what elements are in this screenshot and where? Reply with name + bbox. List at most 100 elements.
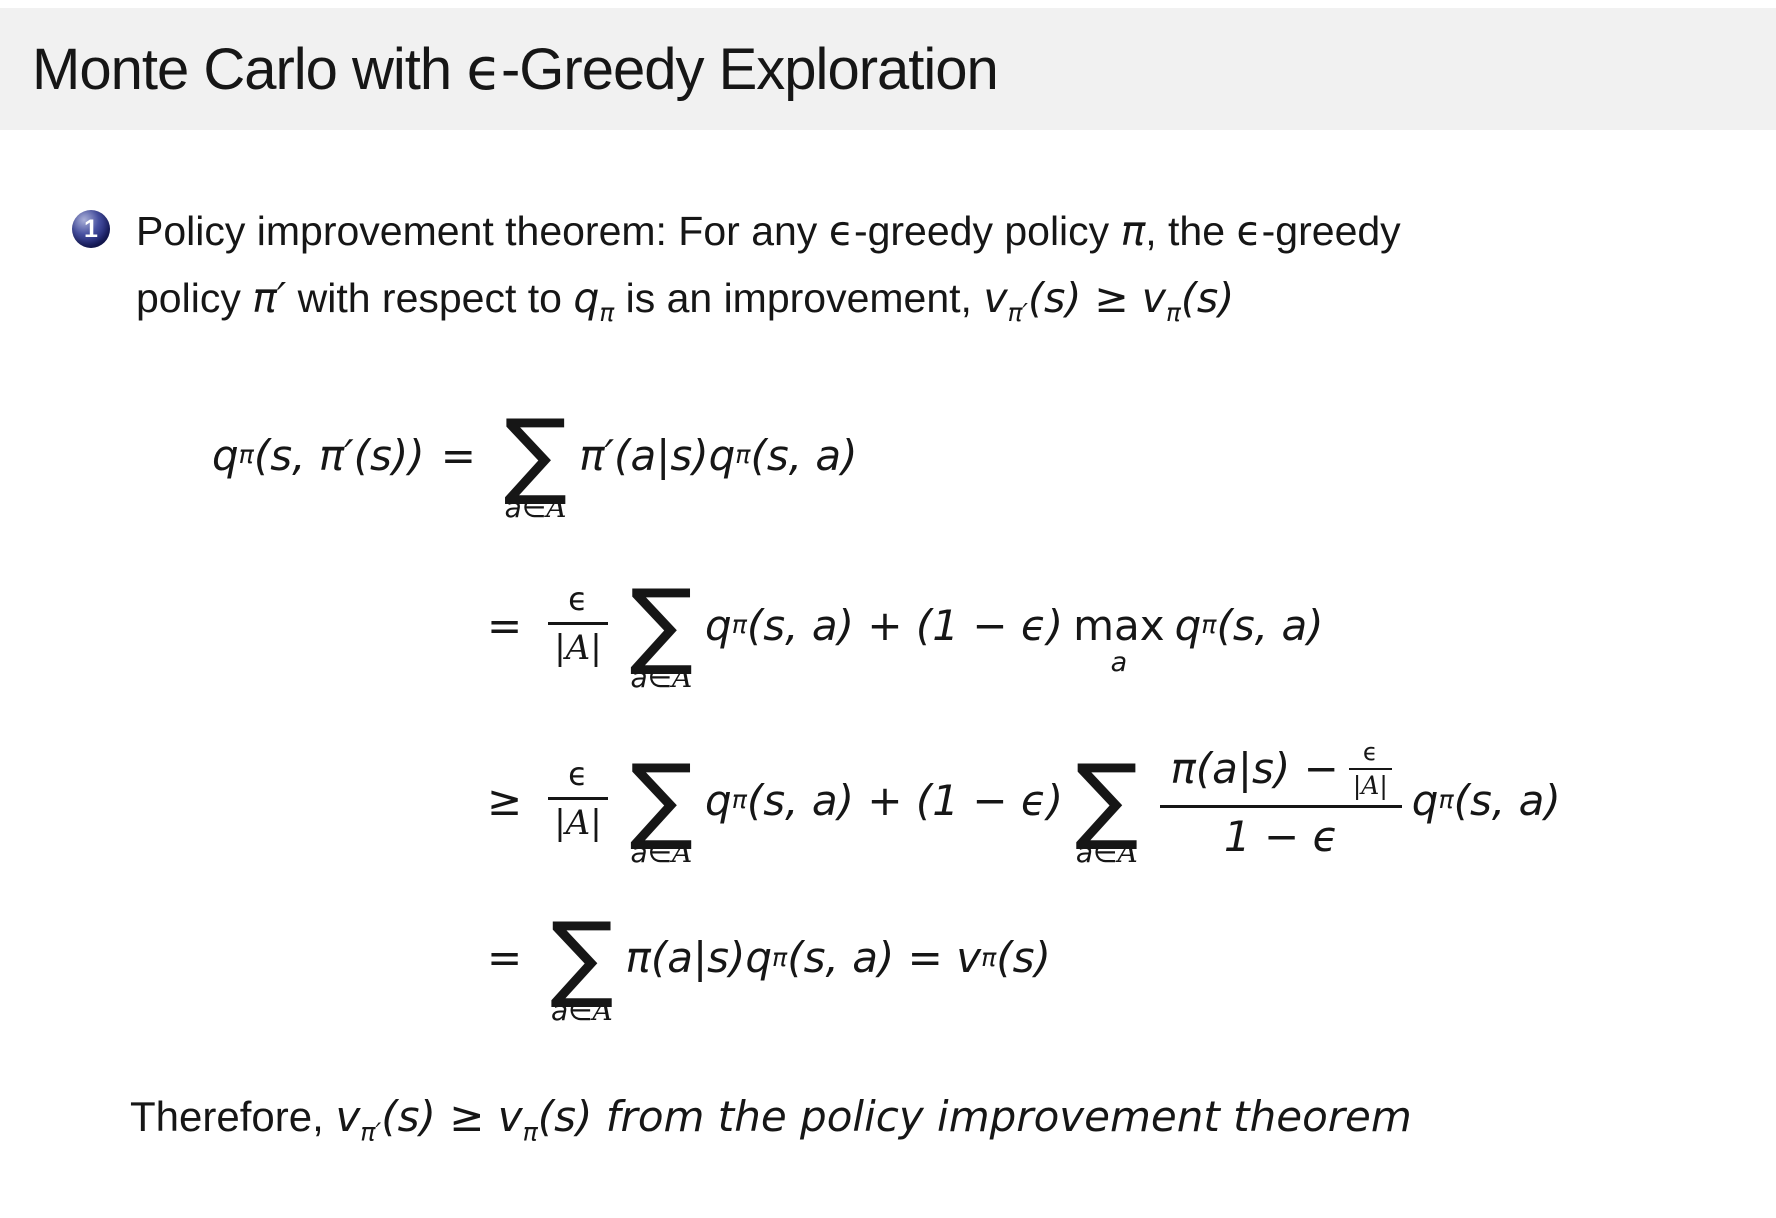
subscript: π	[599, 298, 615, 328]
pi-prime-symbol: π′	[252, 274, 287, 322]
fraction-bar	[548, 796, 608, 800]
math-run: (s)	[1180, 274, 1235, 322]
math-run: (s, a) + (1 − ϵ)	[746, 775, 1064, 825]
a-in: a∈	[550, 993, 593, 1027]
math-run: q	[705, 600, 732, 650]
fraction-denominator: |A|	[548, 800, 608, 842]
script-A: A	[1361, 770, 1380, 800]
math-run: (s, a)	[750, 430, 858, 480]
sum-operator: ∑ a∈A	[503, 400, 568, 522]
bullet-text-line-2: policy π′ with respect to qπ is an impro…	[136, 265, 1401, 332]
text-run: policy	[136, 275, 253, 321]
sum-symbol: ∑	[629, 745, 694, 854]
fraction-eps-over-A: ϵ |A|	[548, 580, 608, 667]
equals-sign: =	[487, 933, 523, 982]
bar: |	[554, 627, 566, 668]
equation-line-4: = ∑ a∈A π(a|s)q π (s, a) = v π (s)	[487, 902, 1051, 1027]
math-run: (s, a)	[1216, 600, 1324, 650]
math-run: q	[705, 775, 732, 825]
page-title: Monte Carlo with ϵ-Greedy Exploration	[32, 35, 999, 103]
equation-line-2: = ϵ |A| ∑ a∈A q π (s, a) + (1 − ϵ) max a q π (s…	[487, 570, 1324, 694]
epsilon-symbol: ϵ	[568, 755, 588, 793]
script-A: A	[1117, 836, 1138, 869]
conclusion-text: Therefore, vπ′(s) ≥ vπ(s) from the polic…	[130, 1092, 1412, 1144]
bullet-text-line-1: Policy improvement theorem: For any ϵ-gr…	[136, 198, 1401, 265]
equation-line-3: ≥ ϵ |A| ∑ a∈A q π (s, a) + (1 − ϵ) ∑ a∈A π(a|…	[487, 737, 1561, 869]
sum-symbol: ∑	[550, 902, 614, 1012]
sum-subscript: a∈A	[505, 494, 567, 522]
text-run: -greedy	[1261, 208, 1401, 254]
math-run: v	[335, 1092, 361, 1141]
math-run: v	[1141, 274, 1167, 322]
math-run: π′(a|s)q	[579, 430, 736, 480]
epsilon-symbol: ϵ	[828, 207, 854, 255]
text-run: Policy improvement theorem: For any	[136, 208, 829, 254]
math-run: q	[1174, 600, 1202, 650]
mini-fraction-eps-over-A: ϵ |A|	[1348, 739, 1392, 799]
greater-equal-sign: ≥	[487, 775, 523, 825]
script-A: A	[565, 627, 591, 668]
fraction-eps-over-A: ϵ |A|	[548, 755, 608, 842]
bullet-1-badge-icon: 1	[72, 210, 110, 248]
bar: |	[554, 802, 566, 843]
bar: |	[590, 627, 602, 668]
fraction-bar	[1348, 767, 1392, 770]
math-run: (s)	[996, 933, 1051, 982]
bullet-number: 1	[84, 214, 98, 243]
max-subscript: a	[1110, 646, 1128, 678]
slide-title-bar: Monte Carlo with ϵ-Greedy Exploration	[0, 8, 1776, 130]
mini-fraction-denominator: |A|	[1349, 770, 1392, 799]
math-run: (s, π′(s))	[253, 430, 425, 480]
title-epsilon: ϵ	[466, 35, 502, 103]
sum-subscript: a∈A	[630, 664, 692, 692]
text-run: , the	[1145, 208, 1237, 254]
equation-line-1: q π (s, π′(s)) = ∑ a∈A π′(a|s)q π (s, a)	[212, 400, 858, 524]
script-A: A	[546, 491, 567, 524]
a-in: a∈	[630, 661, 673, 694]
sum-operator: ∑ a∈A	[1075, 745, 1139, 867]
big-fraction-numerator: π(a|s) − ϵ |A|	[1160, 739, 1401, 805]
bar: |	[590, 802, 602, 843]
pi-symbol: π	[1120, 207, 1146, 255]
max-symbol: max	[1073, 600, 1165, 650]
bar: |	[1379, 770, 1388, 800]
a-in: a∈	[1075, 836, 1118, 869]
bullet-text: Policy improvement theorem: For any ϵ-gr…	[136, 198, 1401, 332]
title-text-2: -Greedy Exploration	[500, 37, 999, 102]
subscript: π′	[1007, 298, 1028, 328]
math-run: q	[573, 274, 600, 322]
sum-symbol: ∑	[629, 570, 694, 679]
a-in: a∈	[630, 836, 673, 869]
math-run: (s, a) + (1 − ϵ)	[746, 600, 1064, 650]
sum-subscript: a∈A	[550, 993, 613, 1027]
math-run: v	[497, 1092, 523, 1141]
script-A: A	[672, 661, 693, 694]
text-run: Therefore,	[130, 1093, 336, 1140]
max-operator: max a	[1073, 600, 1165, 676]
math-run: q	[212, 430, 239, 480]
math-run: π(a|s)q	[625, 933, 773, 982]
math-run: (s) from the policy improvement theorem	[537, 1092, 1412, 1141]
subscript: π	[1166, 298, 1181, 328]
math-run: (s) ≥	[1028, 274, 1142, 322]
text-run: -greedy policy	[853, 208, 1121, 254]
script-A: A	[592, 993, 613, 1027]
equals-sign: =	[487, 600, 523, 650]
math-run: (s, a)	[1453, 775, 1561, 825]
epsilon-symbol: ϵ	[568, 580, 588, 618]
bar: |	[1352, 770, 1362, 800]
fraction-bar	[1160, 805, 1402, 809]
epsilon-symbol: ϵ	[1236, 207, 1262, 255]
sum-symbol: ∑	[503, 400, 568, 509]
subscript: π	[522, 1117, 538, 1147]
math-run: π(a|s) −	[1170, 744, 1339, 794]
sum-operator: ∑ a∈A	[550, 902, 614, 1024]
text-run: with respect to	[286, 275, 574, 321]
sum-symbol: ∑	[1075, 745, 1139, 854]
title-text: Monte Carlo with	[32, 37, 467, 102]
fraction-denominator: |A|	[548, 625, 608, 667]
a-in: a∈	[504, 491, 547, 524]
script-A: A	[672, 836, 693, 869]
math-run: (s) ≥	[381, 1092, 498, 1141]
